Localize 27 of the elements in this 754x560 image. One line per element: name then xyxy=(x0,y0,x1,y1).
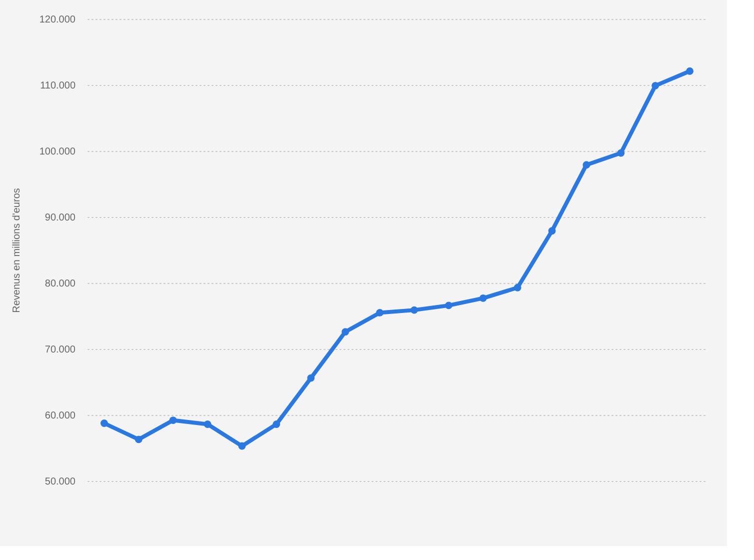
y-tick-label: 120.000 xyxy=(39,14,76,26)
y-tick-label: 50.000 xyxy=(44,476,76,488)
point xyxy=(686,67,694,75)
point xyxy=(100,420,108,427)
point xyxy=(238,442,246,450)
y-tick-label: 100.000 xyxy=(39,146,76,158)
point xyxy=(444,302,452,310)
point xyxy=(582,161,590,169)
point xyxy=(617,149,625,157)
point xyxy=(134,436,142,444)
point xyxy=(307,374,315,382)
point xyxy=(548,227,556,235)
y-tick-label: 60.000 xyxy=(44,410,76,422)
y-axis-title: Revenus en millions d'euros xyxy=(11,188,22,313)
point xyxy=(479,294,487,302)
y-tick-label: 80.000 xyxy=(44,278,76,290)
point xyxy=(410,306,418,314)
y-tick-label: 90.000 xyxy=(44,212,76,224)
y-tick-label: 70.000 xyxy=(44,344,76,356)
point xyxy=(342,328,350,336)
point xyxy=(652,82,660,90)
point xyxy=(204,420,212,428)
point xyxy=(169,416,177,424)
point xyxy=(376,309,384,316)
point xyxy=(272,420,280,428)
y-tick-label: 110.000 xyxy=(40,80,76,92)
point xyxy=(514,284,522,292)
